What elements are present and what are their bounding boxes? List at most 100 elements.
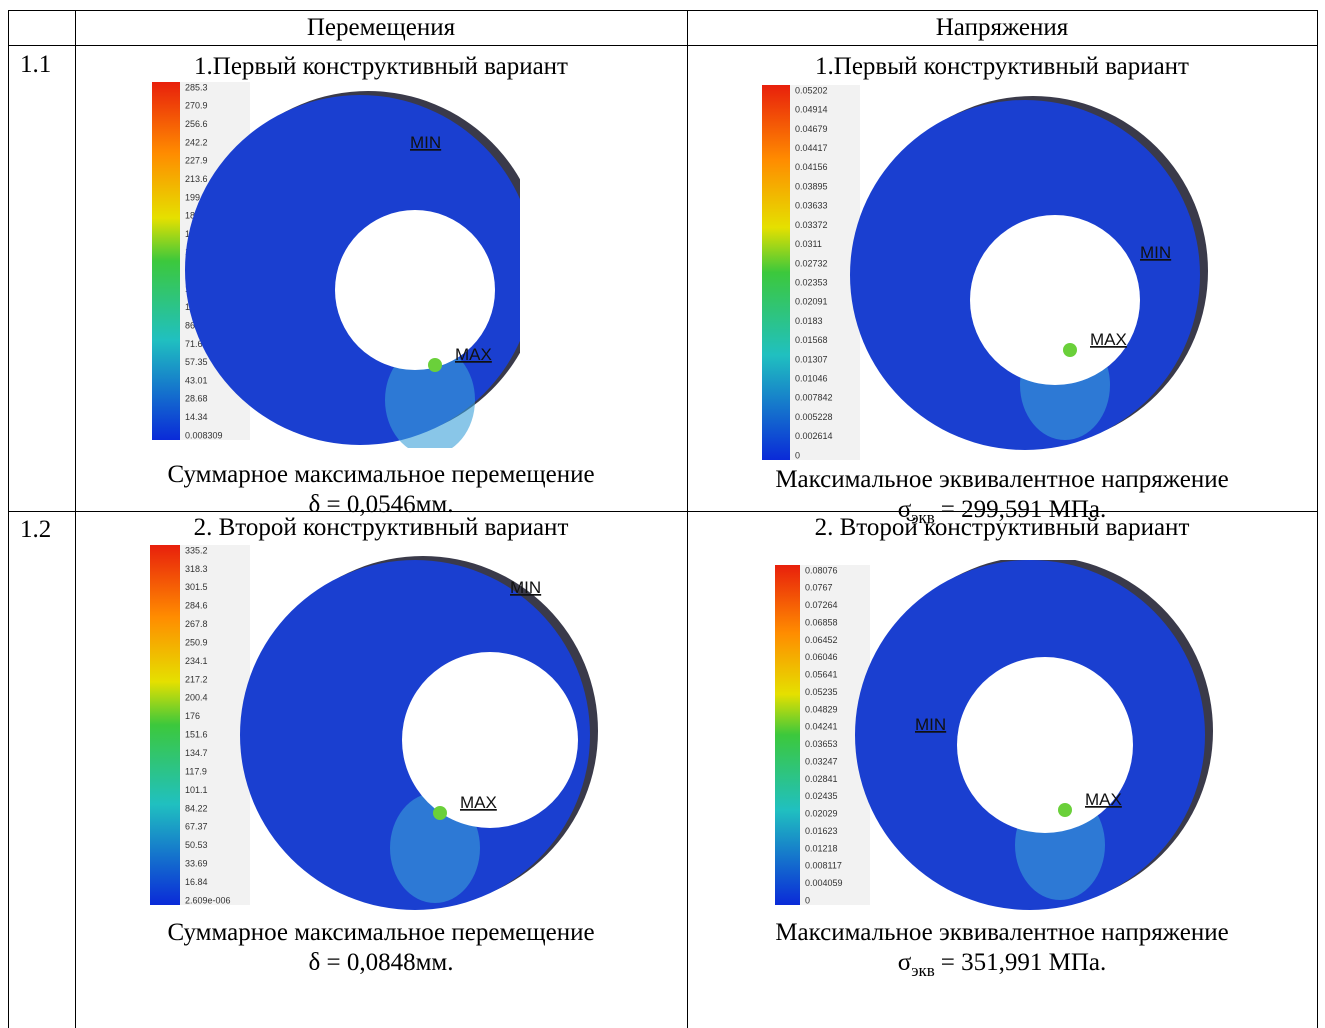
legend-label: 0.04417 [795,143,828,153]
legend-label: 0.03372 [795,220,828,230]
max-point [1058,803,1072,817]
subscript: экв [911,961,935,980]
legend-label: 0.004059 [805,878,843,888]
rule [8,10,9,1028]
caption: Максимальное эквивалентное напряжение [775,918,1228,948]
caption: Суммарное максимальное перемещение [167,918,594,948]
rule [8,511,1318,512]
cell-title: 2. Второй конструктивный вариант [815,513,1190,543]
row-label: 1.2 [20,515,51,545]
rule [8,10,1318,11]
max-label: MAX [455,345,492,364]
min-label: MIN [915,715,946,734]
legend-label: 0.05641 [805,670,838,680]
cell-title: 1.Первый конструктивный вариант [194,52,568,82]
max-label: MAX [1090,330,1127,349]
legend-label: 200.4 [185,693,208,703]
legend-label: 67.37 [185,822,208,832]
fea-image: 0.080760.07670.072640.068580.064520.0604… [772,560,1252,915]
legend-label: 0.04914 [795,105,828,115]
cell-title: 2. Второй конструктивный вариант [194,513,569,543]
cell-title: 1.Первый конструктивный вариант [815,52,1189,82]
fea-image: 335.2318.3301.5284.6267.8250.9234.1217.2… [148,540,608,910]
legend-label: 0.01218 [805,843,838,853]
legend-label: 84.22 [185,803,208,813]
legend-label: 0.08076 [805,565,838,575]
column-header: Напряжения [936,13,1069,43]
legend-label: 0.04241 [805,722,838,732]
legend-label: 285.3 [185,82,208,92]
legend-label: 227.9 [185,156,208,166]
legend-label: 0.03247 [805,756,838,766]
legend-label: 0.002614 [795,431,833,441]
max-point [428,358,442,372]
legend-label: 256.6 [185,119,208,129]
legend-label: 0.02353 [795,277,828,287]
legend-label: 14.34 [185,412,208,422]
row-label: 1.1 [20,50,51,80]
legend-label: 267.8 [185,619,208,629]
symbol: σ [898,949,911,976]
legend-label: 0.005228 [795,412,833,422]
legend-label: 134.7 [185,748,208,758]
value: δ = 0,0848мм. [308,949,453,976]
legend-label: 0.0311 [795,239,822,249]
legend-label: 28.68 [185,394,208,404]
max-label: MAX [460,793,497,812]
legend-label: 0.02091 [795,297,828,307]
result: σэкв = 351,991 МПа. [898,948,1107,986]
legend-label: 0.07264 [805,600,838,610]
min-label: MIN [510,578,541,597]
max-label: MAX [1085,790,1122,809]
legend-label: 0.03895 [795,181,828,191]
legend-label: 33.69 [185,859,208,869]
legend-label: 176 [185,711,200,721]
color-bar [152,82,180,440]
caption: Максимальное эквивалентное напряжение [775,465,1228,495]
min-label: MIN [410,133,441,152]
fea-image: 285.3270.9256.6242.2227.9213.6199.2184.9… [150,80,520,448]
legend-label: 101.1 [185,785,208,795]
legend-label: 0 [805,895,810,905]
bore [970,215,1140,385]
legend-label: 242.2 [185,137,208,147]
legend-label: 0.04156 [795,162,828,172]
max-point [433,806,447,820]
legend-label: 0.01623 [805,826,838,836]
fea-image: 0.052020.049140.046790.044170.041560.038… [755,82,1235,467]
legend-label: 2.609e-006 [185,895,231,905]
legend-label: 50.53 [185,840,208,850]
max-point [1063,343,1077,357]
legend-label: 0.03633 [795,201,828,211]
rule [687,10,688,1028]
legend-label: 0.008117 [805,861,842,871]
legend-label: 0.06858 [805,617,838,627]
legend-label: 151.6 [185,730,208,740]
legend-label: 301.5 [185,582,208,592]
page: Перемещения Напряжения 1.1 1.2 1.Первый … [0,0,1325,1028]
legend-label: 0.05235 [805,687,838,697]
column-header: Перемещения [307,13,455,43]
color-bar [150,545,180,905]
legend-label: 0.02841 [805,774,838,784]
caption: Суммарное максимальное перемещение [167,460,594,490]
legend-label: 0.007842 [795,393,833,403]
legend-label: 0.05202 [795,85,828,95]
legend-label: 0.02029 [805,809,838,819]
legend-label: 57.35 [185,357,208,367]
legend-label: 0.02732 [795,258,828,268]
legend-label: 0.008309 [185,430,223,440]
color-bar [775,565,800,905]
legend-label: 234.1 [185,656,208,666]
legend-label: 43.01 [185,375,208,385]
legend-label: 213.6 [185,174,208,184]
legend-label: 0.0767 [805,583,833,593]
legend-label: 0 [795,450,800,460]
rule [1317,10,1318,1028]
legend-label: 217.2 [185,674,208,684]
value: = 351,991 МПа. [941,949,1106,976]
legend-label: 0.06046 [805,652,838,662]
legend-label: 0.0183 [795,316,823,326]
legend-label: 284.6 [185,601,208,611]
legend-label: 250.9 [185,637,208,647]
